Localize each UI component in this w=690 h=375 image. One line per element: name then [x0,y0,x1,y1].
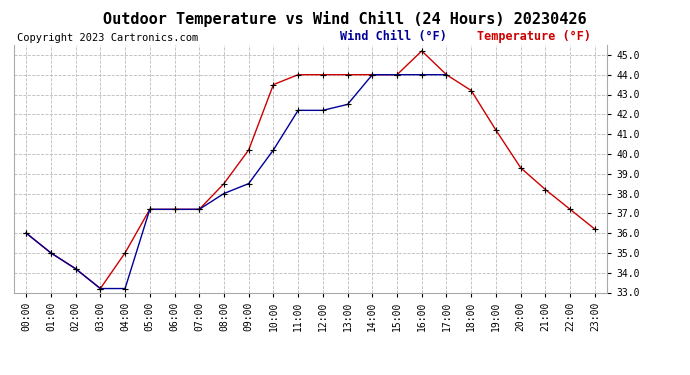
Text: Temperature (°F): Temperature (°F) [477,30,591,42]
Text: Wind Chill (°F): Wind Chill (°F) [340,30,462,42]
Text: Copyright 2023 Cartronics.com: Copyright 2023 Cartronics.com [17,33,198,42]
Text: Outdoor Temperature vs Wind Chill (24 Hours) 20230426: Outdoor Temperature vs Wind Chill (24 Ho… [104,11,586,27]
